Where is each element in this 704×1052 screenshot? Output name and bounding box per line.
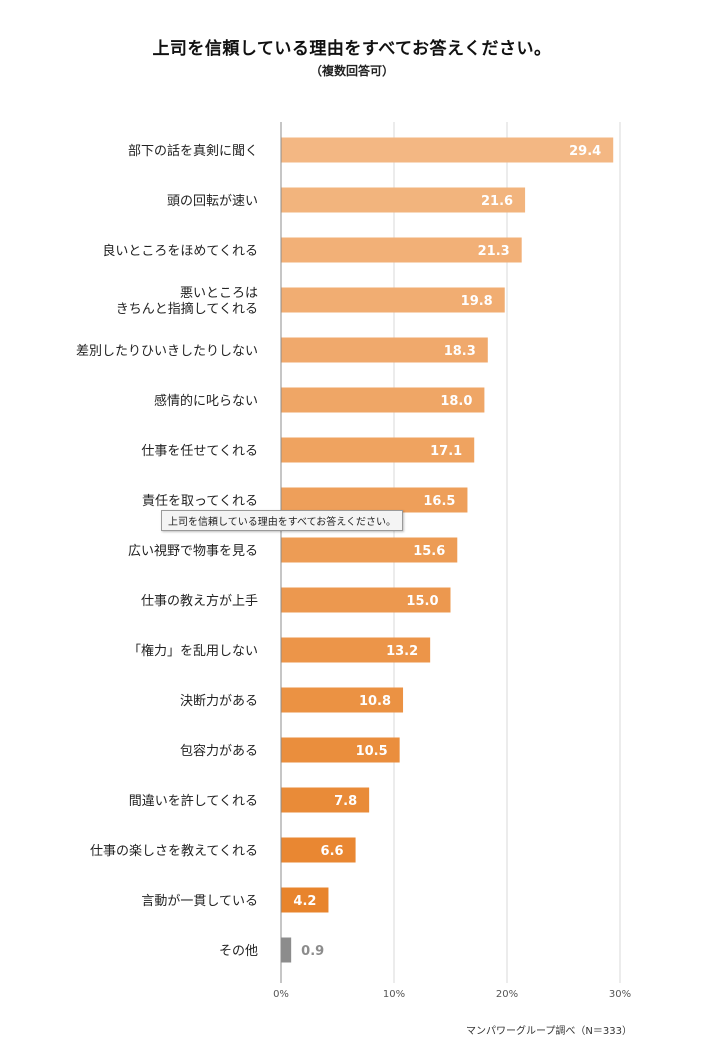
x-tick-label: 20% bbox=[496, 989, 518, 1000]
bar-value-label: 10.5 bbox=[356, 744, 388, 759]
bar bbox=[281, 637, 431, 663]
category-label: 間違いを許してくれる bbox=[129, 794, 258, 809]
bar bbox=[281, 537, 458, 563]
chart-title: 上司を信頼している理由をすべてお答えください。 bbox=[152, 39, 552, 59]
bar-value-label: 7.8 bbox=[334, 794, 357, 809]
bar bbox=[281, 337, 488, 363]
bar bbox=[281, 887, 329, 913]
bar bbox=[281, 287, 505, 313]
bar-value-label: 18.0 bbox=[440, 394, 472, 409]
bar-value-label: 15.0 bbox=[406, 594, 438, 609]
bar-value-label: 15.6 bbox=[413, 544, 445, 559]
bar bbox=[281, 787, 370, 813]
bar bbox=[281, 387, 485, 413]
category-label: 仕事の教え方が上手 bbox=[141, 593, 258, 609]
x-tick-label: 10% bbox=[383, 989, 405, 1000]
bar-value-label: 0.9 bbox=[301, 944, 324, 959]
x-tick-label: 30% bbox=[609, 989, 631, 1000]
bar-value-label: 19.8 bbox=[461, 294, 493, 309]
category-label: 仕事を任せてくれる bbox=[141, 444, 258, 459]
bar-value-label: 29.4 bbox=[569, 144, 601, 159]
bar bbox=[281, 487, 468, 513]
bar bbox=[281, 587, 451, 613]
bar-value-label: 6.6 bbox=[321, 844, 344, 859]
category-label: その他 bbox=[219, 944, 258, 959]
category-label: 悪いところは bbox=[180, 286, 258, 301]
category-label: 「権力」を乱用しない bbox=[128, 643, 258, 659]
category-label: 部下の話を真剣に聞く bbox=[128, 143, 258, 159]
bar bbox=[281, 737, 400, 763]
bar-value-label: 18.3 bbox=[444, 344, 476, 359]
category-label: 広い視野で物事を見る bbox=[128, 544, 258, 559]
category-label: 責任を取ってくれる bbox=[142, 494, 258, 509]
category-label: 頭の回転が速い bbox=[167, 194, 258, 209]
bar bbox=[281, 187, 526, 213]
category-label: 差別したりひいきしたりしない bbox=[76, 344, 258, 359]
category-label: 包容力がある bbox=[180, 743, 258, 759]
bar bbox=[281, 937, 292, 963]
category-label: きちんと指摘してくれる bbox=[116, 301, 258, 317]
bar bbox=[281, 437, 475, 463]
category-label: 良いところをほめてくれる bbox=[102, 243, 258, 259]
category-label: 仕事の楽しさを教えてくれる bbox=[90, 843, 258, 859]
bar-value-label: 21.6 bbox=[481, 194, 513, 209]
bar-value-label: 13.2 bbox=[386, 644, 418, 659]
bar bbox=[281, 137, 614, 163]
x-tick-label: 0% bbox=[273, 989, 289, 1000]
category-label: 感情的に叱らない bbox=[154, 393, 258, 409]
chart-subtitle: （複数回答可） bbox=[309, 64, 394, 78]
bar-value-label: 4.2 bbox=[293, 894, 316, 909]
bar bbox=[281, 687, 404, 713]
bar-value-label: 21.3 bbox=[478, 244, 510, 259]
source-note: マンパワーグループ調べ（N＝333） bbox=[466, 1026, 632, 1037]
bar-value-label: 17.1 bbox=[430, 444, 462, 459]
bar-value-label: 16.5 bbox=[423, 494, 455, 509]
category-label: 言動が一貫している bbox=[141, 894, 258, 909]
hover-tooltip: 上司を信頼している理由をすべてお答えください。 bbox=[161, 510, 403, 531]
bar bbox=[281, 837, 356, 863]
bar-value-label: 10.8 bbox=[359, 694, 391, 709]
category-label: 決断力がある bbox=[180, 694, 258, 709]
bar bbox=[281, 237, 522, 263]
